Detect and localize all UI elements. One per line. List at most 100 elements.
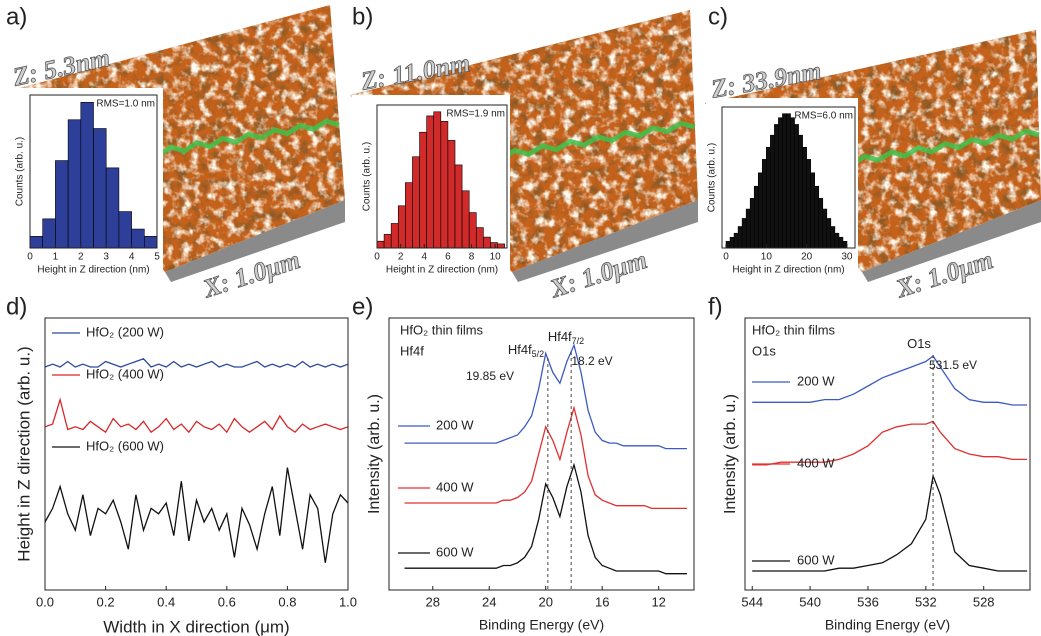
histogram-bar xyxy=(433,111,442,249)
axes-frame xyxy=(44,317,349,591)
histogram-bar xyxy=(786,113,791,249)
x-tick-label: 1 xyxy=(53,252,59,263)
panel-label: b) xyxy=(352,3,373,30)
x-tick-label: 8 xyxy=(469,252,475,263)
data-line xyxy=(44,397,349,434)
panel-label: d) xyxy=(6,293,27,320)
histogram-bar xyxy=(454,164,463,249)
histogram-bar xyxy=(67,119,82,249)
x-tick-label: 0.8 xyxy=(278,594,296,609)
data-line xyxy=(404,405,687,510)
histogram-bar xyxy=(144,236,158,249)
x-tick-label: 4 xyxy=(421,252,427,263)
histogram-bar xyxy=(753,185,759,249)
x-tick-label: 28 xyxy=(426,594,440,609)
x-tick-label: 536 xyxy=(857,594,879,609)
peak-name-text: O1s xyxy=(907,336,931,351)
x-tick-label: 12 xyxy=(651,594,665,609)
panel-label: e) xyxy=(352,293,373,320)
histogram-bar xyxy=(749,198,755,249)
x-tick-label: 4 xyxy=(129,252,135,263)
legend-label: HfO₂ (200 W) xyxy=(86,324,164,339)
histogram-bar xyxy=(733,232,739,249)
x-tick-label: 0.6 xyxy=(218,594,236,609)
annotation: HfO₂ thin films xyxy=(400,322,484,337)
histogram-bar xyxy=(390,223,399,249)
x-axis-label: Height in Z direction (nm) xyxy=(37,265,149,276)
y-axis-label: Intensity (arb. u.) xyxy=(366,394,383,514)
histogram-bar xyxy=(397,205,406,249)
histogram-bar xyxy=(806,159,811,249)
legend-label: 600 W xyxy=(436,544,474,559)
histogram-bar xyxy=(741,218,747,249)
x-tick-label: 20 xyxy=(539,594,553,609)
peak-name: Hf4f7/2 xyxy=(548,329,584,346)
histogram-bar xyxy=(842,240,848,249)
histogram-bar xyxy=(810,172,815,249)
histogram-bar xyxy=(798,134,803,249)
legend-label: 400 W xyxy=(797,455,835,470)
peak-name-text: Hf4f xyxy=(548,329,572,344)
histogram-bar xyxy=(737,226,743,249)
peak-name-text: Hf4f xyxy=(508,342,532,357)
legend-label: 200 W xyxy=(797,373,835,388)
y-axis-label: Height in Z direction (arb. u.) xyxy=(14,346,33,561)
histogram-bar xyxy=(757,172,763,249)
peak-energy: 18.2 eV xyxy=(571,354,612,368)
histogram-bar xyxy=(447,140,456,249)
histogram-bar xyxy=(80,101,94,249)
histogram-bar xyxy=(412,156,420,249)
data-line xyxy=(44,467,349,563)
histogram-bar xyxy=(830,226,836,249)
histogram-bar xyxy=(93,128,107,249)
x-tick-label: 6 xyxy=(445,252,451,263)
axes-frame xyxy=(721,106,856,249)
afm-highlight xyxy=(20,5,345,272)
panel-label: f) xyxy=(708,293,723,320)
peak-name: O1s xyxy=(907,336,931,351)
histogram-bar xyxy=(118,211,132,249)
histogram-bar xyxy=(834,232,840,249)
peak-name: Hf4f5/2 xyxy=(508,342,544,359)
x-tick-label: 0.0 xyxy=(36,594,54,609)
x-tick-label: 5 xyxy=(154,252,160,263)
histogram-bar xyxy=(794,124,799,249)
histogram-bar xyxy=(426,115,435,249)
annotation: O1s xyxy=(752,343,776,358)
x-tick-label: 0.4 xyxy=(157,594,175,609)
data-line xyxy=(404,462,687,575)
axes-frame xyxy=(29,94,158,249)
data-line xyxy=(752,355,1028,406)
axes-frame xyxy=(744,317,1031,591)
histogram-bar xyxy=(468,212,477,249)
rms-annotation: RMS=1.0 nm xyxy=(96,99,155,110)
afm-edge xyxy=(165,200,345,282)
x-tick-label: 0.2 xyxy=(97,594,115,609)
histogram-bar xyxy=(782,113,787,249)
x-tick-label: 3 xyxy=(103,252,109,263)
histogram-bar xyxy=(42,218,56,249)
histogram-bar xyxy=(774,124,779,249)
histogram-bar xyxy=(838,236,844,249)
y-axis-label: Counts (arb. u.) xyxy=(15,137,26,206)
x-axis-label: Width in X direction (μm) xyxy=(103,617,289,636)
histogram-bar xyxy=(483,236,491,249)
afm-highlight xyxy=(350,10,698,272)
panel-label: a) xyxy=(6,3,27,30)
x-axis-label: Height in Z direction (nm) xyxy=(732,265,844,276)
data-line xyxy=(752,420,1028,466)
data-line xyxy=(752,473,1028,572)
y-axis-label: Intensity (arb. u.) xyxy=(722,394,739,514)
x-tick-label: 20 xyxy=(801,252,813,263)
histogram-bar xyxy=(490,242,498,249)
peak-energy: 531.5 eV xyxy=(929,358,977,372)
axes-frame xyxy=(388,317,695,591)
annotation: Hf4f xyxy=(400,343,424,358)
histogram-bar xyxy=(826,218,832,249)
x-tick-label: 24 xyxy=(482,594,496,609)
histogram-bar xyxy=(461,190,470,249)
rms-annotation: RMS=6.0 nm xyxy=(794,111,853,122)
legend-label: HfO₂ (400 W) xyxy=(86,366,164,381)
peak-name-subscript: 5/2 xyxy=(532,349,545,359)
